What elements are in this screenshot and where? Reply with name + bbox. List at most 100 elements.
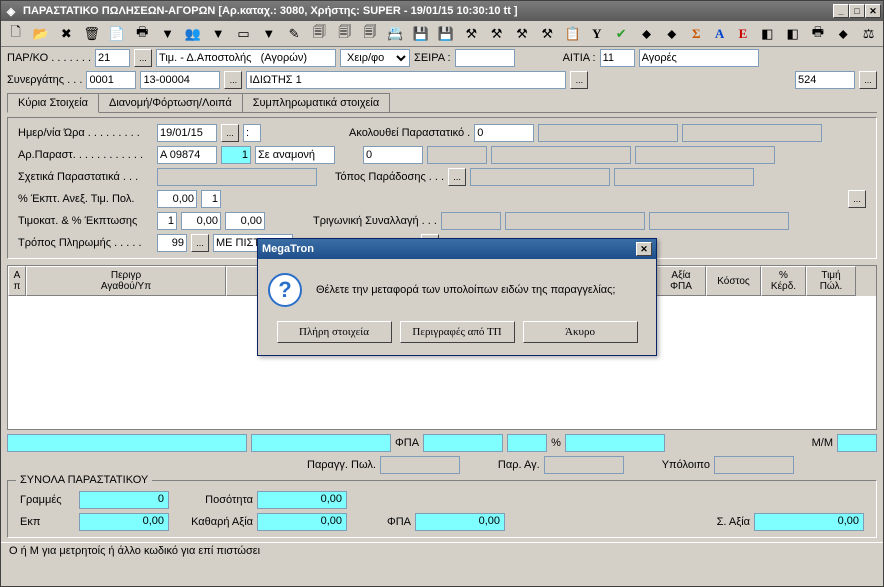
extra-lookup[interactable]: ... bbox=[859, 71, 877, 89]
toolbar-btn-25[interactable]: ⬥ bbox=[636, 23, 657, 45]
toolbar-btn-6[interactable]: ▼ bbox=[157, 23, 178, 45]
status-bar: Ο ή Μ για μετρητοίς ή άλλο κωδικό για επ… bbox=[1, 542, 883, 560]
toolbar-btn-34[interactable]: ⚖ bbox=[858, 23, 879, 45]
toolbar-btn-32[interactable]: 🖶 bbox=[807, 23, 828, 45]
toolbar-btn-30[interactable]: ◧ bbox=[757, 23, 778, 45]
toolbar-btn-10[interactable]: ▼ bbox=[258, 23, 279, 45]
synergatis-lookup[interactable]: ... bbox=[224, 71, 242, 89]
se-anamoni-n[interactable] bbox=[363, 146, 423, 164]
toolbar-btn-13[interactable]: 🗐 bbox=[334, 23, 355, 45]
arpar-n[interactable] bbox=[221, 146, 251, 164]
col-6[interactable]: Τιμή Πώλ. bbox=[806, 266, 856, 296]
timok3[interactable] bbox=[225, 212, 265, 230]
col-4[interactable]: Κόστος bbox=[706, 266, 761, 296]
sxet-label: Σχετικά Παραστατικά . . . bbox=[18, 171, 153, 183]
ekpt1[interactable] bbox=[157, 190, 197, 208]
tab-2[interactable]: Συμπληρωματικά στοιχεία bbox=[242, 93, 391, 112]
toolbar-btn-7[interactable]: 👥 bbox=[182, 23, 203, 45]
synergatis-name[interactable] bbox=[246, 71, 566, 89]
tropos-lookup[interactable]: ... bbox=[191, 234, 209, 252]
col-0[interactable]: Α π bbox=[8, 266, 26, 296]
tfpa-label: ΦΠΑ bbox=[351, 516, 411, 528]
toolbar-btn-31[interactable]: ◧ bbox=[782, 23, 803, 45]
dialog-close-button[interactable]: ✕ bbox=[636, 242, 652, 256]
toolbar-btn-27[interactable]: Σ bbox=[687, 23, 706, 45]
toolbar-btn-24[interactable]: ✔ bbox=[611, 23, 632, 45]
dialog-btn-full[interactable]: Πλήρη στοιχεία bbox=[277, 321, 392, 343]
se-anamoni[interactable] bbox=[255, 146, 335, 164]
ekpt2[interactable] bbox=[201, 190, 221, 208]
tropos-field[interactable] bbox=[157, 234, 187, 252]
parag-field bbox=[544, 456, 624, 474]
extra-field[interactable] bbox=[795, 71, 855, 89]
col-5[interactable]: % Κέρδ. bbox=[761, 266, 806, 296]
toolbar-btn-3[interactable]: 🗑 bbox=[81, 23, 102, 45]
saxia-val: 0,00 bbox=[754, 513, 864, 531]
maximize-button[interactable]: □ bbox=[849, 4, 865, 18]
time-field[interactable] bbox=[243, 124, 261, 142]
toolbar-btn-14[interactable]: 🗐 bbox=[359, 23, 380, 45]
arpar-label: Αρ.Παραστ. . . . . . . . . . . . bbox=[18, 149, 153, 161]
col-3[interactable]: Αξία ΦΠΑ bbox=[656, 266, 706, 296]
toolbar-btn-20[interactable]: ⚒ bbox=[511, 23, 532, 45]
toolbar-btn-1[interactable]: 📂 bbox=[30, 23, 51, 45]
toolbar-btn-19[interactable]: ⚒ bbox=[486, 23, 507, 45]
date-field[interactable] bbox=[157, 124, 217, 142]
ekpt-label: % Έκπτ. Ανεξ. Τιμ. Πολ. bbox=[18, 193, 153, 205]
toolbar-btn-22[interactable]: 📋 bbox=[562, 23, 583, 45]
toolbar-btn-29[interactable]: E bbox=[733, 23, 752, 45]
fpa-label: ΦΠΑ bbox=[395, 437, 419, 449]
topos-blank1 bbox=[470, 168, 610, 186]
blank-f2 bbox=[491, 146, 631, 164]
toolbar-btn-33[interactable]: ⬥ bbox=[833, 23, 854, 45]
toolbar-btn-23[interactable]: Y bbox=[587, 23, 606, 45]
toolbar-btn-26[interactable]: ⬥ bbox=[661, 23, 682, 45]
toolbar-btn-2[interactable]: ✖ bbox=[56, 23, 77, 45]
xeir-select[interactable]: Χειρ/φο bbox=[340, 49, 410, 67]
aitia-text[interactable] bbox=[639, 49, 759, 67]
toolbar-btn-28[interactable]: A bbox=[710, 23, 729, 45]
akol-blank2 bbox=[682, 124, 822, 142]
toolbar-btn-15[interactable]: 📇 bbox=[385, 23, 406, 45]
tim-field[interactable] bbox=[156, 49, 336, 67]
akol-field[interactable] bbox=[474, 124, 534, 142]
ekpt-lookup[interactable]: ... bbox=[848, 190, 866, 208]
synergatis-code[interactable] bbox=[140, 71, 220, 89]
toolbar-btn-4[interactable]: 📄 bbox=[106, 23, 127, 45]
dialog-btn-desc[interactable]: Περιγραφές από ΤΠ bbox=[400, 321, 515, 343]
synergatis-field[interactable] bbox=[86, 71, 136, 89]
toolbar-btn-9[interactable]: ▭ bbox=[233, 23, 254, 45]
tab-1[interactable]: Διανομή/Φόρτωση/Λοιπά bbox=[98, 93, 243, 112]
parko-field[interactable] bbox=[95, 49, 130, 67]
close-button[interactable]: ✕ bbox=[865, 4, 881, 18]
timok2[interactable] bbox=[181, 212, 221, 230]
toolbar-btn-12[interactable]: 🗐 bbox=[309, 23, 330, 45]
dialog-btn-cancel[interactable]: Άκυρο bbox=[523, 321, 638, 343]
toolbar-btn-21[interactable]: ⚒ bbox=[537, 23, 558, 45]
date-lookup[interactable]: ... bbox=[221, 124, 239, 142]
toolbar-btn-5[interactable]: 🖶 bbox=[132, 23, 153, 45]
toolbar-btn-0[interactable]: 🗋 bbox=[5, 23, 26, 45]
parko-lookup[interactable]: ... bbox=[134, 49, 152, 67]
trig-f3 bbox=[649, 212, 789, 230]
posotita-val: 0,00 bbox=[257, 491, 347, 509]
col-1[interactable]: Περιγρ Αγαθού/Υπ bbox=[26, 266, 226, 296]
toolbar-btn-17[interactable]: 💾 bbox=[435, 23, 456, 45]
minimize-button[interactable]: _ bbox=[833, 4, 849, 18]
arpar-field[interactable] bbox=[157, 146, 217, 164]
seira-field[interactable] bbox=[455, 49, 515, 67]
toolbar-btn-18[interactable]: ⚒ bbox=[461, 23, 482, 45]
topos-blank2 bbox=[614, 168, 754, 186]
toolbar-btn-8[interactable]: ▼ bbox=[208, 23, 229, 45]
totals-group: ΣΥΝΟΛΑ ΠΑΡΑΣΤΑΤΙΚΟΥ Γραμμές 0 Ποσότητα 0… bbox=[7, 480, 877, 538]
timok1[interactable] bbox=[157, 212, 177, 230]
trig-f1 bbox=[441, 212, 501, 230]
toolbar-btn-16[interactable]: 💾 bbox=[410, 23, 431, 45]
cyan-fpa bbox=[423, 434, 503, 452]
confirm-dialog: MegaTron ✕ ? Θέλετε την μεταφορά των υπο… bbox=[257, 238, 657, 356]
topos-lookup[interactable]: ... bbox=[448, 168, 466, 186]
toolbar-btn-11[interactable]: ✎ bbox=[283, 23, 304, 45]
tab-0[interactable]: Κύρια Στοιχεία bbox=[7, 93, 99, 113]
synergatis-lookup2[interactable]: ... bbox=[570, 71, 588, 89]
aitia-field[interactable] bbox=[600, 49, 635, 67]
